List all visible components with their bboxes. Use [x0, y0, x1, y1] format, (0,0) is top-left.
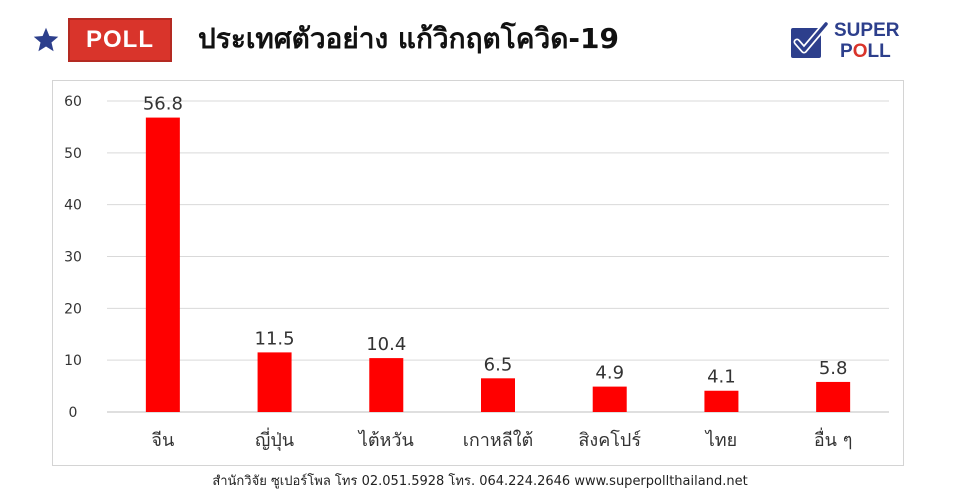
data-label: 56.8 — [143, 94, 183, 115]
data-label: 6.5 — [484, 354, 513, 375]
chart-title: ประเทศตัวอย่าง แก้วิกฤตโควิด-19 — [198, 22, 619, 55]
logo-text-o: O — [852, 41, 868, 62]
x-category-label: ไทย — [704, 429, 737, 451]
x-category-label: เกาหลีใต้ — [463, 429, 534, 451]
header: POLL ประเทศตัวอย่าง แก้วิกฤตโควิด-19 SUP… — [0, 0, 960, 78]
footer-contact: สำนักวิจัย ซูเปอร์โพล โทร 02.051.5928 โท… — [212, 474, 748, 489]
data-label: 11.5 — [255, 328, 295, 349]
y-tick-label: 0 — [69, 405, 78, 421]
data-label: 10.4 — [366, 334, 406, 355]
chart-frame: 0 10 20 30 40 50 60 56.8 จีน 11.5 ญี่ปุ่น 10.4 ไต้หว… — [52, 80, 904, 466]
superpoll-logo: SUPER POLL — [788, 20, 928, 64]
x-category-label: ญี่ปุ่น — [255, 427, 294, 451]
star-icon — [33, 27, 59, 52]
y-tick-label: 30 — [64, 250, 82, 266]
poll-badge: POLL — [68, 18, 172, 62]
logo-text-ll: LL — [867, 41, 891, 62]
bar — [481, 378, 515, 412]
data-label: 4.9 — [595, 363, 624, 384]
bar — [704, 390, 739, 412]
x-category-label: ไต้หวัน — [357, 429, 414, 451]
logo-text-super: SUPER — [834, 20, 900, 41]
data-label: 5.8 — [819, 358, 848, 379]
x-category-label: อื่น ๆ — [814, 427, 853, 451]
bar — [816, 381, 851, 412]
y-tick-label: 10 — [64, 353, 82, 369]
logo-text-p: P — [840, 41, 853, 62]
bar — [145, 117, 180, 412]
y-tick-label: 60 — [64, 94, 82, 110]
bar — [592, 386, 627, 412]
x-category-label: สิงคโปร์ — [578, 429, 641, 451]
bar — [369, 358, 404, 412]
bar-chart: 0 10 20 30 40 50 60 56.8 จีน 11.5 ญี่ปุ่น 10.4 ไต้หว… — [64, 94, 889, 451]
bar — [257, 352, 292, 412]
data-label: 4.1 — [707, 367, 736, 388]
y-tick-label: 40 — [64, 198, 82, 214]
checkmark-logo-icon — [791, 20, 830, 58]
logo-text-poll: POLL — [840, 42, 891, 62]
y-tick-label: 50 — [64, 146, 82, 162]
y-tick-label: 20 — [64, 301, 82, 317]
x-category-label: จีน — [151, 430, 174, 451]
